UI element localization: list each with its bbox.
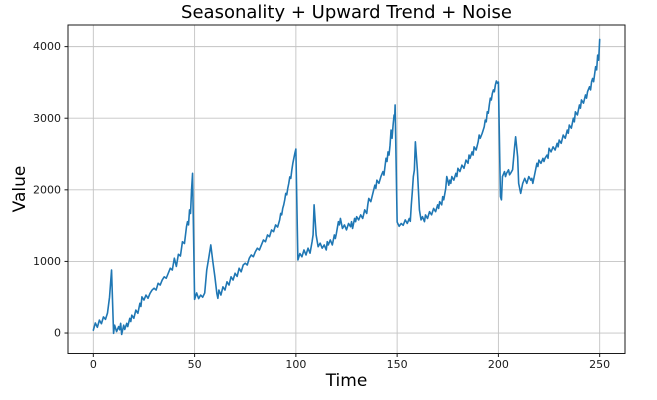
- y-tick-label: 1000: [33, 255, 61, 268]
- x-tick-label: 250: [589, 358, 610, 371]
- axes-frame: [67, 24, 626, 354]
- chart-title: Seasonality + Upward Trend + Noise: [181, 2, 512, 23]
- x-tick-label: 100: [285, 358, 306, 371]
- x-tick-label: 50: [188, 358, 202, 371]
- x-tick-label: 0: [90, 358, 97, 371]
- series-line-value: [92, 38, 601, 336]
- x-tick-label: 200: [488, 358, 509, 371]
- y-tick-label: 4000: [33, 40, 61, 53]
- y-tick-label: 2000: [33, 183, 61, 196]
- y-tick-label: 0: [54, 327, 61, 340]
- x-tick-label: 150: [387, 358, 408, 371]
- x-axis-label: Time: [325, 371, 368, 391]
- y-tick-label: 3000: [33, 112, 61, 125]
- y-axis-label: Value: [10, 165, 30, 213]
